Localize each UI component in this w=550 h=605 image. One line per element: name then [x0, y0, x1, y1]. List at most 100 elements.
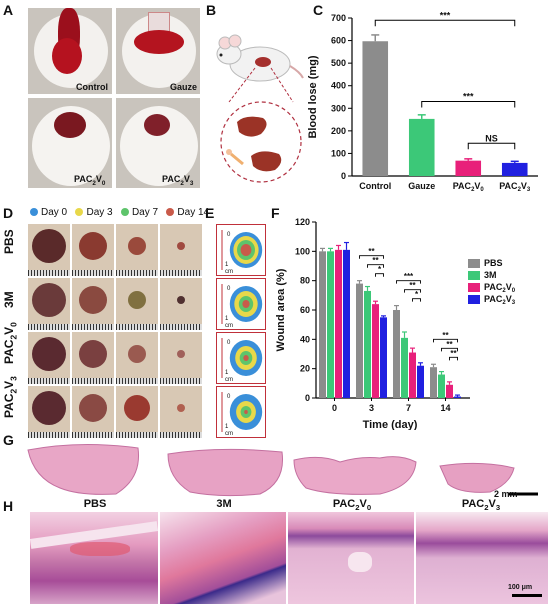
chart-f-bar-2-0: [335, 249, 342, 398]
panel-label-c: C: [313, 2, 324, 18]
legend-day0: Day 0: [30, 207, 67, 218]
wound-area-chart: 0 20 40 60 80 100 120 Wound area (%) Time (day) 0…: [275, 217, 516, 430]
label-pac2v0: PAC2V0: [74, 174, 105, 187]
contour-scale-bottom-1: 1: [225, 316, 229, 322]
chart-c-ytick-label-5: 500: [331, 58, 346, 68]
scale-label-2mm: 2 mm: [494, 489, 518, 499]
chart-f-ylabel: Wound area (%): [275, 268, 287, 351]
chart-f-bar-1-2: [401, 337, 408, 398]
tissue-overview-sections: [27, 443, 538, 497]
chart-f-xtick-label-0: 0: [332, 403, 337, 413]
legend-day3: Day 3: [75, 207, 113, 218]
chart-f-sig-label-4: **: [409, 281, 416, 290]
contour-scale-top-1: 0: [227, 286, 231, 292]
histology-label-pac2v0: PAC2V0: [332, 498, 372, 513]
legend-day14: Day 14: [166, 207, 209, 218]
chart-c-ytick-label-4: 400: [331, 81, 346, 91]
wound-photo-r2-c0: [28, 332, 70, 384]
contour-scale-bottom-0: 1: [225, 262, 229, 268]
chart-f-legend-label-3: PAC2V3: [484, 294, 516, 306]
mouse-liver-illustration: [216, 34, 304, 183]
chart-f-sig-bracket-6: [433, 338, 458, 343]
wound-photo-r0-c2: [116, 224, 158, 276]
chart-f-legend-swatch-3: [468, 295, 480, 304]
wound-contour-r2: 0 1cm: [216, 332, 266, 384]
chart-f-bar-2-2: [409, 352, 416, 398]
contour-scale-top-2: 0: [227, 340, 231, 346]
chart-f-legend-swatch-2: [468, 283, 480, 292]
contour-scale-unit-3: cm: [225, 431, 233, 437]
contour-scale-top-0: 0: [227, 232, 231, 238]
legend-day7: Day 7: [120, 207, 158, 218]
contour-scale-top-3: 0: [227, 394, 231, 400]
wound-photo-r3-c3: [160, 386, 202, 438]
chart-c-xtick-label-1: Gauze: [408, 181, 435, 191]
histology-3m: [160, 512, 286, 604]
chart-c-xtick-label-0: Control: [359, 181, 391, 191]
histology-pbs: [30, 512, 158, 604]
chart-f-sig-bracket-2: [375, 273, 384, 277]
chart-f-legend-label-1: 3M: [484, 270, 497, 280]
chart-f-xtick-label-1: 3: [369, 403, 374, 413]
chart-f-xtick-label-3: 14: [440, 403, 450, 413]
chart-c-ytick-label-1: 100: [331, 148, 346, 158]
wound-photo-r0-c1: [72, 224, 114, 276]
chart-c-ytick-label-0: 0: [341, 171, 346, 181]
chart-f-sig-bracket-4: [404, 289, 421, 293]
chart-c-sig-label-1: ***: [463, 92, 474, 102]
chart-f-sig-bracket-0: [359, 255, 384, 259]
chart-c-ytick-label-2: 200: [331, 126, 346, 136]
contour-ring-0-3: [240, 244, 252, 256]
chart-c-xtick-label-3: PAC2V3: [499, 181, 531, 193]
chart-f-ytick-label-4: 80: [300, 276, 310, 286]
label-pac2v0-text: PAC2V0: [74, 174, 106, 187]
chart-f-bar-2-3: [446, 384, 453, 398]
histology-label-pbs: PBS: [83, 498, 107, 510]
chart-f-bar-1-3: [438, 374, 445, 398]
chart-f-legend-swatch-1: [468, 271, 480, 280]
photo-control: Control: [28, 8, 112, 94]
chart-c-bar-2: [455, 160, 482, 176]
chart-f-bar-0-0: [319, 251, 326, 398]
panel-label-a: A: [3, 2, 14, 18]
chart-f-sig-label-8: **: [450, 349, 457, 358]
contour-ring-1-3: [242, 300, 250, 308]
day-legend: Day 0 Day 3 Day 7 Day 14: [30, 207, 209, 218]
chart-f-bar-3-1: [380, 317, 387, 398]
row-label-pbs: PBS: [2, 229, 16, 254]
photo-gauze: Gauze: [116, 8, 200, 94]
chart-f-ytick-label-1: 20: [300, 364, 310, 374]
contour-scale-bottom-2: 1: [225, 370, 229, 376]
photo-pac2v3: PAC2V3: [116, 98, 200, 188]
chart-f-sig-label-2: *: [378, 265, 382, 274]
chart-f-bar-0-1: [356, 283, 363, 398]
chart-f-bar-3-2: [417, 365, 424, 398]
chart-f-xtick-label-2: 7: [406, 403, 411, 413]
chart-f-ytick-label-0: 0: [305, 393, 310, 403]
chart-c-bar-0: [362, 41, 389, 177]
wound-photo-r1-c3: [160, 278, 202, 330]
chart-f-sig-bracket-1: [367, 264, 384, 268]
chart-f-bar-1-0: [327, 251, 334, 398]
chart-c-sig-bracket-1: [421, 101, 516, 108]
chart-c-bar-3: [501, 162, 528, 176]
row-label-pac2v0: PAC2V0: [2, 322, 19, 364]
chart-f-ytick-label-2: 40: [300, 334, 310, 344]
chart-c-ylabel: Blood lose (mg): [307, 55, 319, 138]
chart-f-legend-label-0: PBS: [484, 258, 503, 268]
label-pac2v3-text: PAC2V3: [162, 174, 194, 187]
scale-label-100um: 100 μm: [508, 584, 533, 591]
chart-c-xtick-label-2: PAC2V0: [453, 181, 485, 193]
chart-f-ytick-label-5: 100: [295, 246, 310, 256]
chart-f-legend-label-2: PAC2V0: [484, 282, 516, 294]
chart-f-bar-3-3: [454, 396, 461, 398]
label-control: Control: [76, 82, 108, 92]
wound-photo-r1-c2: [116, 278, 158, 330]
wound-photo-r3-c0: [28, 386, 70, 438]
chart-c-bar-1: [408, 118, 435, 176]
wound-contour-r1: 0 1cm: [216, 278, 266, 330]
panel-label-e: E: [205, 205, 215, 221]
wound-photo-r2-c1: [72, 332, 114, 384]
label-gauze: Gauze: [170, 82, 198, 92]
chart-c-sig-bracket-0: [374, 19, 516, 27]
